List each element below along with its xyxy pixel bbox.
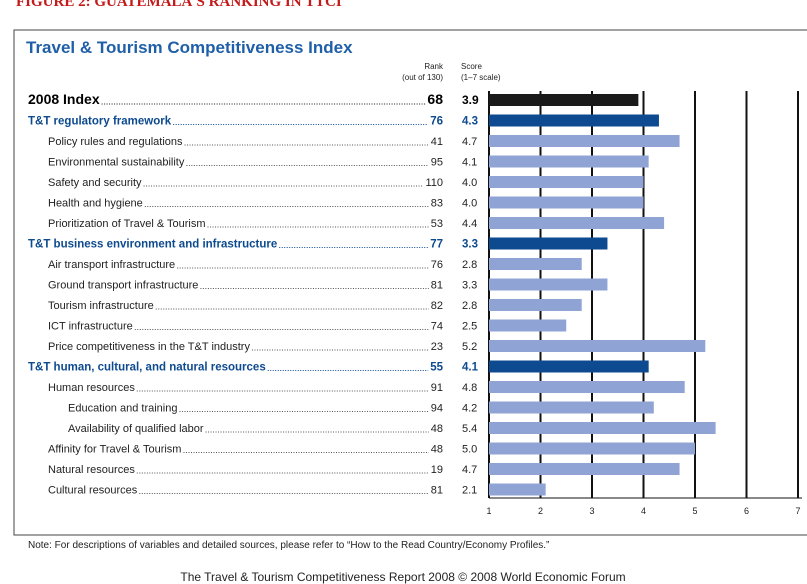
x-tick-label: 3 — [589, 506, 594, 516]
x-tick-label: 4 — [641, 506, 646, 516]
score: 4.1 — [462, 157, 477, 169]
row-label: Cultural resources — [48, 485, 138, 497]
score: 4.0 — [462, 177, 477, 189]
bar — [489, 155, 649, 168]
rank: 81 — [431, 485, 443, 497]
rank: 94 — [431, 403, 443, 415]
rank: 82 — [431, 300, 443, 312]
rank: 41 — [431, 136, 443, 148]
bar — [489, 217, 665, 229]
row-label: Tourism infrastructure — [48, 300, 154, 312]
rank: 76 — [430, 116, 443, 128]
rank: 74 — [431, 321, 443, 333]
row-label: 2008 Index — [28, 91, 100, 107]
chart-title: Travel & Tourism Competitiveness Index — [26, 38, 353, 57]
note: Note: For descriptions of variables and … — [28, 540, 549, 551]
score: 3.9 — [462, 93, 479, 107]
row-label: T&T human, cultural, and natural resourc… — [28, 362, 266, 374]
bar — [489, 463, 680, 475]
row-label: Price competitiveness in the T&T industr… — [48, 341, 250, 353]
rank: 19 — [431, 464, 443, 476]
bar — [489, 381, 685, 393]
score: 2.1 — [462, 485, 477, 497]
score: 5.0 — [462, 444, 477, 456]
rank: 48 — [431, 423, 443, 435]
score: 4.7 — [462, 464, 477, 476]
score: 2.5 — [462, 321, 477, 333]
row-label: Human resources — [48, 382, 135, 394]
rank: 91 — [431, 382, 443, 394]
row-label: Health and hygiene — [48, 198, 143, 210]
bar — [489, 176, 644, 188]
rank: 81 — [431, 280, 443, 292]
rank: 53 — [431, 218, 443, 230]
bar — [489, 94, 639, 106]
x-tick-label: 1 — [486, 506, 491, 516]
x-tick-label: 7 — [795, 506, 800, 516]
score: 3.3 — [462, 280, 477, 292]
row-label: T&T regulatory framework — [28, 116, 172, 128]
bar — [489, 299, 582, 311]
rank-header: (out of 130) — [402, 73, 443, 82]
bar — [489, 278, 608, 291]
score-header: Score — [461, 62, 482, 71]
bar — [489, 319, 567, 332]
score: 4.1 — [462, 362, 479, 374]
row-label: T&T business environment and infrastruct… — [28, 239, 277, 251]
row-label: Affinity for Travel & Tourism — [48, 444, 181, 456]
row-label: Environmental sustainability — [48, 157, 185, 169]
score: 5.2 — [462, 341, 477, 353]
score: 3.3 — [462, 239, 478, 251]
bar — [489, 483, 546, 496]
bar — [489, 401, 654, 414]
row-label: Air transport infrastructure — [48, 259, 175, 271]
score: 4.7 — [462, 136, 477, 148]
score: 4.8 — [462, 382, 477, 394]
row-label: Prioritization of Travel & Tourism — [48, 218, 206, 230]
bar — [489, 196, 644, 209]
rank: 68 — [427, 91, 443, 107]
rank: 48 — [431, 444, 443, 456]
bar — [489, 135, 680, 147]
score: 4.2 — [462, 403, 477, 415]
bar — [489, 237, 608, 250]
bar — [489, 258, 582, 270]
frame — [13, 29, 807, 536]
score: 5.4 — [462, 423, 477, 435]
rank: 55 — [430, 362, 443, 374]
rank: 76 — [431, 259, 443, 271]
rank: 110 — [425, 177, 443, 189]
x-tick-label: 6 — [744, 506, 749, 516]
bar — [489, 422, 716, 434]
rank: 23 — [431, 341, 443, 353]
row-label: Natural resources — [48, 464, 135, 476]
score-header: (1–7 scale) — [461, 73, 501, 82]
bar — [489, 442, 695, 455]
row-label: Ground transport infrastructure — [48, 280, 198, 292]
row-label: Policy rules and regulations — [48, 136, 183, 148]
score: 2.8 — [462, 300, 477, 312]
figure-label: FIGURE 2: GUATEMALA'S RANKING IN TTCI — [16, 0, 342, 10]
rank: 95 — [431, 157, 443, 169]
x-tick-label: 2 — [538, 506, 543, 516]
bar — [489, 340, 706, 352]
bar — [489, 360, 649, 373]
row-label: ICT infrastructure — [48, 321, 133, 333]
rank: 77 — [430, 239, 443, 251]
bar — [489, 114, 659, 127]
x-tick-label: 5 — [692, 506, 697, 516]
score: 4.4 — [462, 218, 477, 230]
score: 2.8 — [462, 259, 477, 271]
score: 4.3 — [462, 116, 478, 128]
score: 4.0 — [462, 198, 477, 210]
row-label: Safety and security — [48, 177, 142, 189]
rank-header: Rank — [424, 62, 444, 71]
row-label: Education and training — [68, 403, 177, 415]
rank: 83 — [431, 198, 443, 210]
footer: The Travel & Tourism Competitiveness Rep… — [180, 570, 625, 584]
row-label: Availability of qualified labor — [68, 423, 204, 435]
